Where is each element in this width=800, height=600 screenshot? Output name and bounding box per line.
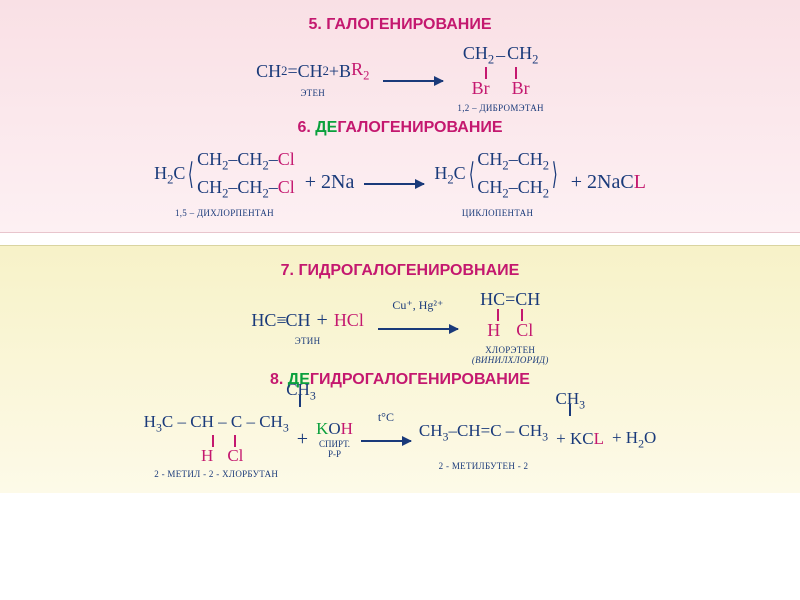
koh-note-2: Р-Р (328, 449, 341, 459)
cyclopentane-label: ЦИКЛОПЕНТАН (462, 208, 533, 218)
equation-5: CH2=CH2+BR2 ЭТЕН CH2 – CH2 Br Br 1, (20, 44, 780, 113)
ethyne-label: ЭТИН (295, 336, 321, 346)
section-8-number: 8. (270, 371, 283, 388)
methylbutene-label: 2 - МЕТИЛБУТЕН - 2 (439, 461, 529, 471)
plus-2na: + 2Na (305, 171, 355, 194)
temp-label: t°C (361, 410, 411, 425)
dichloropentane-molecule: H2C ⟨ CH2–CH2–Cl CH2–CH2–Cl 1,5 – ДИХЛОР… (154, 147, 295, 217)
section-8-title: 8. ДЕГИДРОГАЛОГЕНИРОВАНИЕ (20, 371, 780, 389)
section-7-title: 7. ГИДРОГАЛОГЕНИРОВНАИЕ (20, 262, 780, 280)
chlorobutane-label: 2 - МЕТИЛ - 2 - ХЛОРБУТАН (154, 469, 278, 479)
equation-6: H2C ⟨ CH2–CH2–Cl CH2–CH2–Cl 1,5 – ДИХЛОР… (20, 147, 780, 217)
vinylchloride-molecule: HC=CH H Cl ХЛОРЭТЕН (ВИНИЛХЛОРИД) (472, 290, 549, 366)
koh-note-1: СПИРТ. (319, 439, 350, 449)
equation-8: CH3 H3C – CH – C – CH3 H Cl 2 - МЕТИЛ - … (20, 399, 780, 479)
chlorobutane-molecule: CH3 H3C – CH – C – CH3 H Cl 2 - МЕТИЛ - … (144, 399, 289, 479)
arrow-8: t°C (361, 426, 411, 452)
section-8-title-text: ГИДРОГАЛОГЕНИРОВАНИЕ (310, 371, 530, 388)
catalyst-label: Cu⁺, Hg²⁺ (378, 298, 458, 313)
section-5-title: 5. ГАЛОГЕНИРОВАНИЕ (20, 16, 780, 34)
section-6-title: 6. ДЕГАЛОГЕНИРОВАНИЕ (20, 119, 780, 137)
arrow-6 (364, 169, 424, 195)
section-7-number: 7. (281, 262, 294, 279)
section-5-title-text: ГАЛОГЕНИРОВАНИЕ (326, 16, 491, 33)
ethyne-molecule: HC≡CH + HCl ЭТИН (251, 309, 363, 346)
equation-7: HC≡CH + HCl ЭТИН Cu⁺, Hg²⁺ HC=CH H Cl (20, 290, 780, 366)
arrow-7: Cu⁺, Hg²⁺ (378, 314, 458, 340)
section-6-number: 6. (297, 119, 310, 136)
panel-halogenation: 5. ГАЛОГЕНИРОВАНИЕ CH2=CH2+BR2 ЭТЕН CH2 … (0, 0, 800, 233)
cyclopentane-molecule: H2C ⟨ CH2–CH2 CH2–CH2 ⟩ ЦИКЛОПЕНТАН (434, 147, 560, 217)
koh-molecule: KOH СПИРТ. Р-Р (316, 419, 353, 459)
dibromoethane-label: 1,2 – ДИБРОМЭТАН (457, 103, 543, 113)
section-5-number: 5. (308, 16, 321, 33)
dibromoethane-molecule: CH2 – CH2 Br Br 1,2 – ДИБРОМЭТАН (457, 44, 543, 113)
section-6-title-text: ГАЛОГЕНИРОВАНИЕ (337, 119, 502, 136)
section-7-title-text: ГИДРОГАЛОГЕНИРОВНАИЕ (298, 262, 519, 279)
methylbutene-molecule: CH3 CH3–CH=C – CH3 2 - МЕТИЛБУТЕН - 2 (419, 408, 548, 471)
ethene-label: ЭТЕН (300, 88, 325, 98)
section-6-de: ДЕ (315, 119, 337, 136)
vinylchloride-label: ХЛОРЭТЕН (ВИНИЛХЛОРИД) (472, 345, 549, 365)
panel-hydrohalogenation: 7. ГИДРОГАЛОГЕНИРОВНАИЕ HC≡CH + HCl ЭТИН… (0, 245, 800, 494)
arrow-5 (383, 66, 443, 92)
ethene-molecule: CH2=CH2+BR2 ЭТЕН (256, 59, 369, 98)
dichloropentane-label: 1,5 – ДИХЛОРПЕНТАН (175, 208, 274, 218)
